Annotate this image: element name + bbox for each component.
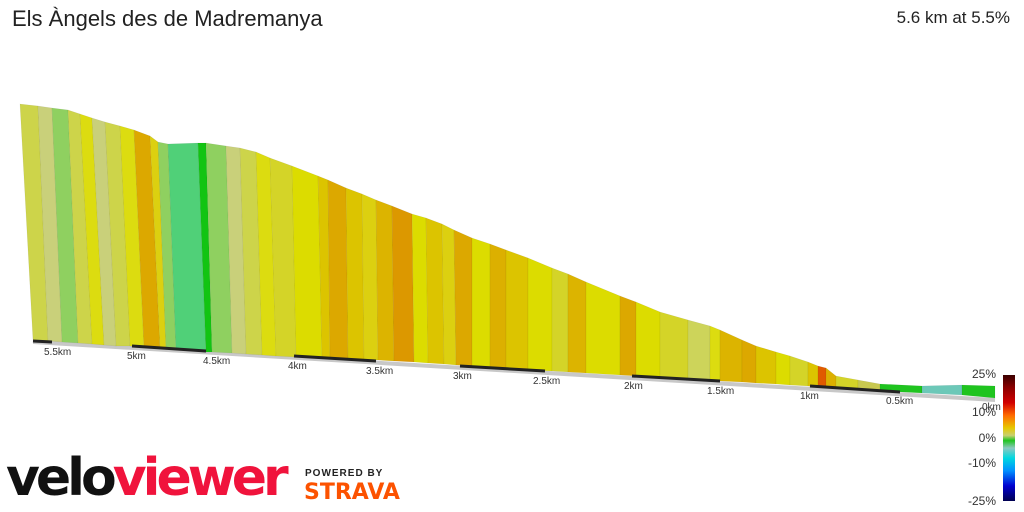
x-tick-label: 2.5km <box>533 376 560 387</box>
logo-viewer: viewer <box>112 448 289 508</box>
x-tick-label: 0.5km <box>886 396 913 407</box>
x-tick-label: 4km <box>288 361 307 372</box>
x-tick-label: 0km <box>982 402 1001 413</box>
colorbar-label: -25% <box>967 494 996 508</box>
veloviewer-logo: veloviewer <box>6 452 289 504</box>
colorbar-label: 0% <box>978 431 996 445</box>
strava-logo: STRAVA <box>304 480 400 505</box>
logo-velo: velo <box>6 448 117 508</box>
x-tick-label: 1km <box>800 391 819 402</box>
x-tick-label: 3km <box>453 371 472 382</box>
x-tick-label: 1.5km <box>707 386 734 397</box>
route-title: Els Àngels des de Madremanya <box>12 6 323 31</box>
route-summary: 5.6 km at 5.5% <box>896 8 1010 27</box>
x-tick-label: 4.5km <box>203 356 230 367</box>
x-tick-label: 2km <box>624 381 643 392</box>
colorbar-label: -10% <box>967 456 996 470</box>
colorbar-label: 25% <box>971 367 996 381</box>
powered-by-text: POWERED BY <box>305 468 384 479</box>
gradient-colorbar <box>1003 375 1015 501</box>
colorbar-label: 10% <box>971 405 996 419</box>
x-tick-label: 5.5km <box>44 347 71 358</box>
x-tick-label: 3.5km <box>366 366 393 377</box>
x-tick-label: 5km <box>127 351 146 362</box>
